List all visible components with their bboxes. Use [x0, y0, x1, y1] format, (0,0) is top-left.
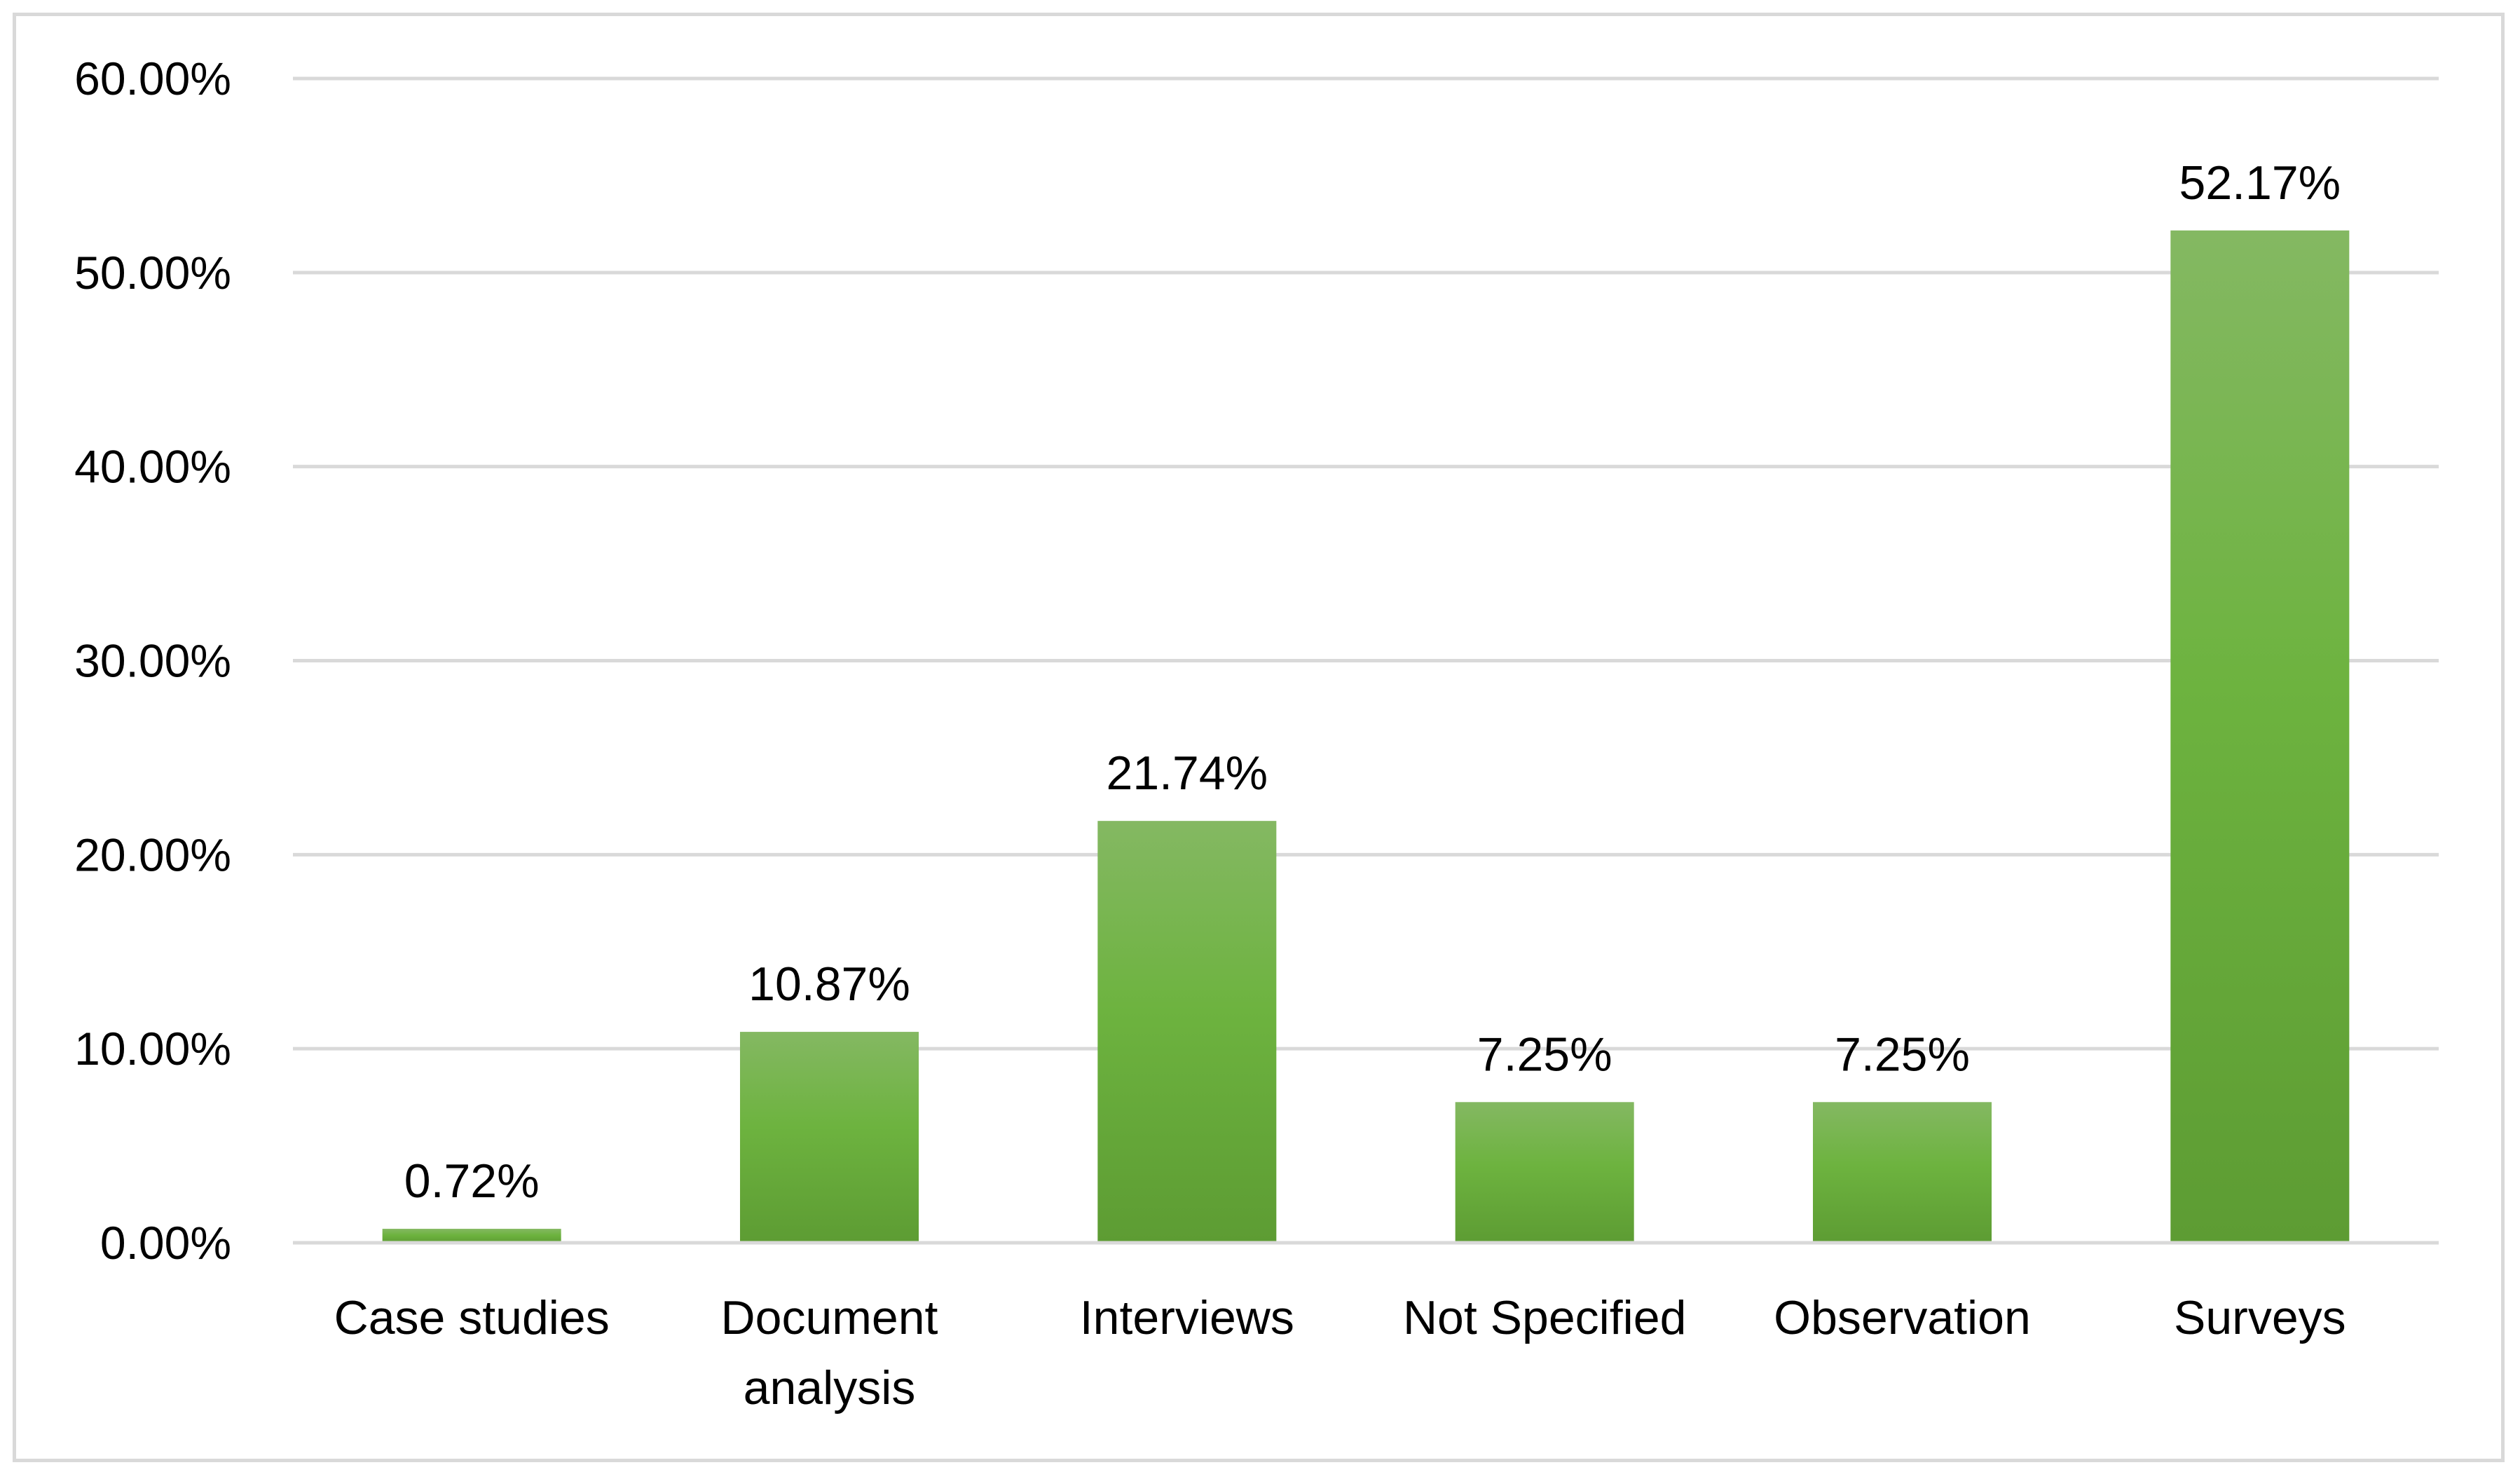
x-tick-label-line: Interviews	[1080, 1291, 1294, 1344]
x-tick-label: Surveys	[2174, 1291, 2346, 1344]
x-tick-label-line: Document	[721, 1291, 938, 1344]
bar	[382, 1229, 561, 1243]
x-tick-label: Observation	[1774, 1291, 2031, 1344]
x-axis-category-labels: Case studies Document analysis Interviews No…	[334, 1291, 2346, 1415]
data-label: 52.17%	[2179, 156, 2341, 210]
data-label: 10.87%	[748, 957, 910, 1011]
y-tick-label: 50.00%	[74, 247, 231, 299]
y-tick-label: 40.00%	[74, 441, 231, 493]
x-tick-label-line: Observation	[1774, 1291, 2031, 1344]
x-tick-label: Interviews	[1080, 1291, 1294, 1344]
bar	[1097, 821, 1277, 1243]
x-tick-label-line: analysis	[744, 1361, 916, 1415]
y-tick-label: 60.00%	[74, 53, 231, 104]
bar	[2170, 230, 2350, 1243]
x-tick-label: Not Specified	[1403, 1291, 1686, 1344]
data-label: 21.74%	[1107, 747, 1268, 800]
x-tick-label: Document analysis	[721, 1291, 938, 1415]
data-label: 7.25%	[1477, 1028, 1612, 1081]
bars	[382, 230, 2350, 1243]
bar	[1813, 1102, 1992, 1243]
x-tick-label-line: Not Specified	[1403, 1291, 1686, 1344]
x-tick-label: Case studies	[334, 1291, 610, 1344]
y-tick-label: 20.00%	[74, 829, 231, 880]
y-axis-tick-labels: 0.00% 10.00% 20.00% 30.00% 40.00% 50.00% 60.00…	[74, 53, 231, 1269]
data-label: 0.72%	[404, 1154, 540, 1208]
x-tick-label-line: Case studies	[334, 1291, 610, 1344]
x-tick-label-line: Surveys	[2174, 1291, 2346, 1344]
data-label: 7.25%	[1835, 1028, 1970, 1081]
bar	[1455, 1102, 1634, 1243]
y-tick-label: 0.00%	[100, 1217, 231, 1269]
y-tick-label: 10.00%	[74, 1023, 231, 1075]
data-labels: 0.72% 10.87% 21.74% 7.25% 7.25% 52.17%	[404, 156, 2341, 1208]
gridlines	[293, 76, 2439, 1051]
bar	[740, 1032, 919, 1243]
y-tick-label: 30.00%	[74, 635, 231, 687]
